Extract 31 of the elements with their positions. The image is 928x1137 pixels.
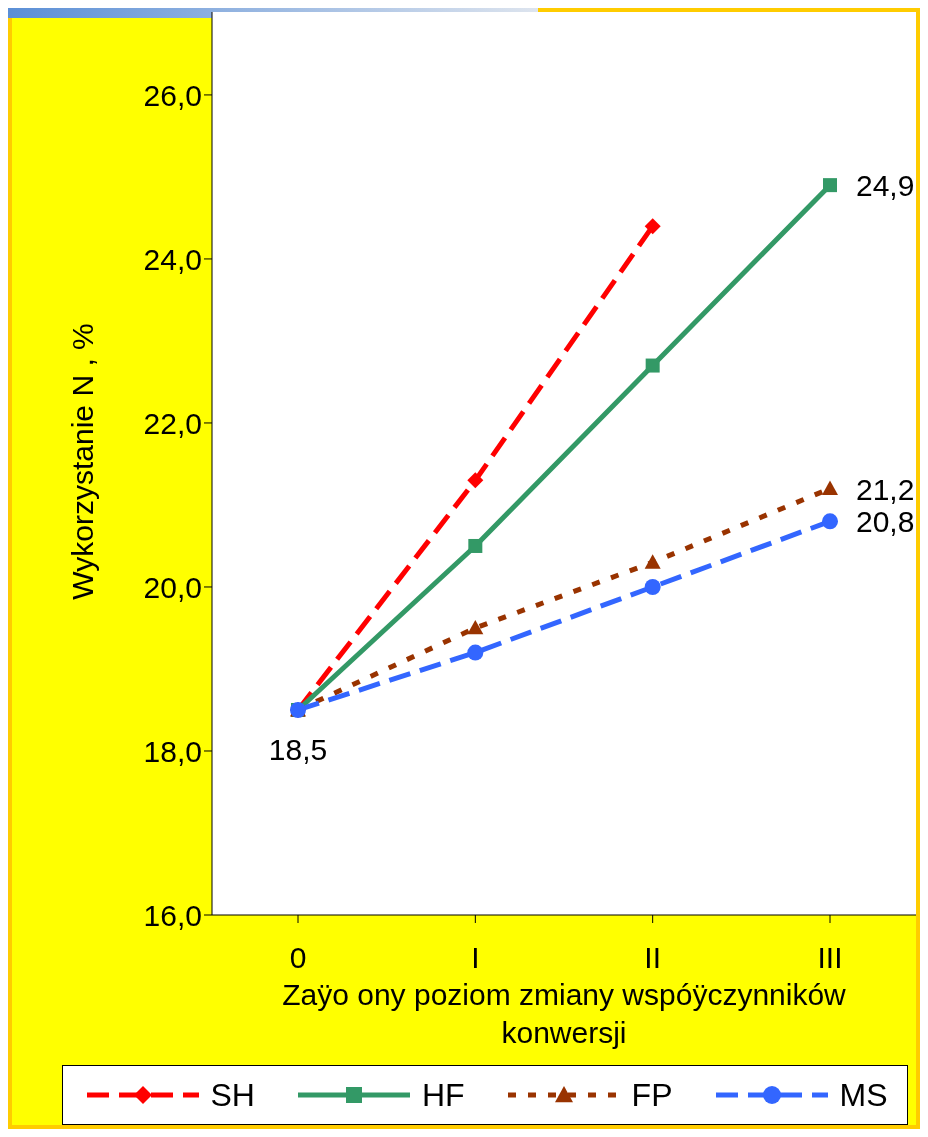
legend-label: MS bbox=[839, 1076, 888, 1114]
point bbox=[644, 554, 661, 569]
x-axis-title: Zaÿo ony poziom zmiany wspóÿczynników konwersji bbox=[282, 978, 847, 1049]
y-tick-label: 16,0 bbox=[143, 898, 202, 932]
data-label: 21,2 bbox=[856, 472, 915, 506]
point bbox=[822, 480, 838, 495]
x-tick-label: I bbox=[471, 941, 480, 975]
y-tick-label: 22,0 bbox=[143, 406, 202, 440]
point bbox=[644, 578, 661, 595]
x-tick-label: III bbox=[817, 941, 843, 975]
point bbox=[823, 178, 837, 193]
point bbox=[467, 472, 484, 489]
legend-label: HF bbox=[421, 1076, 465, 1114]
y-axis-title: Wykorzystanie N , % bbox=[65, 323, 99, 600]
y-tick-label: 24,0 bbox=[143, 242, 202, 276]
x-tick-label: 0 bbox=[289, 941, 307, 975]
data-label: 18,5 bbox=[268, 732, 328, 766]
y-tick-label: 26,0 bbox=[143, 78, 202, 112]
data-label: 20,8 bbox=[856, 505, 915, 539]
point bbox=[644, 218, 661, 235]
point bbox=[645, 358, 660, 373]
point bbox=[822, 513, 838, 530]
legend-label: FP bbox=[631, 1076, 673, 1114]
x-tick-label: II bbox=[644, 941, 661, 975]
y-tick-label: 18,0 bbox=[143, 734, 202, 768]
point bbox=[468, 538, 483, 553]
legend-label: SH bbox=[210, 1076, 255, 1114]
y-tick-label: 20,0 bbox=[143, 570, 202, 604]
point bbox=[467, 619, 484, 635]
data-label: 24,9 bbox=[856, 169, 915, 203]
point bbox=[467, 644, 484, 661]
